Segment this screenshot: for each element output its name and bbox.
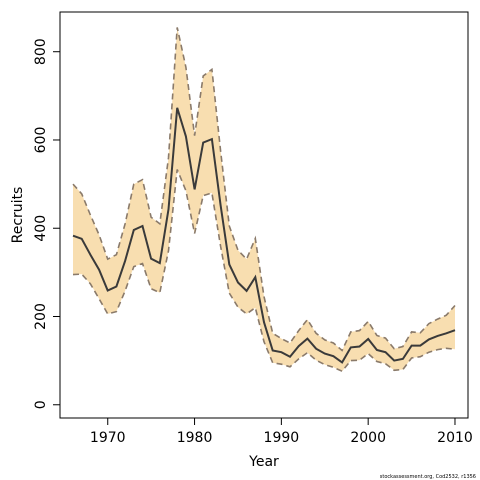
plot-frame [59,11,469,419]
y-tick-label: 200 [33,303,49,330]
confidence-band [73,27,455,372]
x-axis-title: Year [248,454,279,470]
y-tick-label: 800 [33,38,49,65]
x-tick-label: 1980 [177,430,213,446]
y-axis: 0 200 400 600 800 [33,38,60,409]
recruits-estimate-line [72,107,456,364]
y-tick-label: 0 [33,400,49,409]
y-axis-title: Recruits [10,187,26,244]
credit-text: stockassessment.org, Cod2532, r1356 [380,474,476,480]
x-tick-label: 2000 [350,430,386,446]
y-tick-label: 400 [33,215,49,242]
x-axis: 1970 1980 1990 2000 2010 [90,418,473,446]
x-tick-label: 1970 [90,430,126,446]
y-tick-label: 600 [33,127,49,154]
upper-bound-line [72,27,456,352]
x-tick-label: 1990 [264,430,300,446]
lower-bound-line [72,169,456,373]
x-tick-label: 2010 [437,430,473,446]
